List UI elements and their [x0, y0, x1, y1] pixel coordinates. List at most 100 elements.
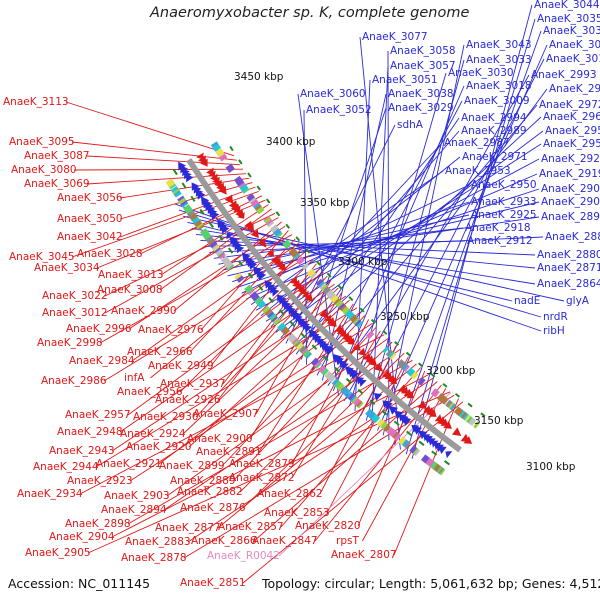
gene-label-forward[interactable]: AnaeK_3077 [362, 31, 428, 43]
gene-label-reverse[interactable]: AnaeK_2905 [25, 547, 91, 559]
gene-label-forward[interactable]: AnaeK_3030 [448, 67, 514, 79]
gene-label-forward[interactable]: AnaeK_3044 [534, 0, 600, 11]
gene-label-reverse[interactable]: AnaeK_2923 [67, 475, 133, 487]
gene-label-reverse[interactable]: AnaeK_2996 [66, 323, 132, 335]
gene-label-forward[interactable]: AnaeK_2880 [537, 249, 600, 261]
gene-label-reverse[interactable]: AnaeK_2820 [295, 520, 361, 532]
gene-label-forward[interactable]: AnaeK_2912 [467, 235, 533, 247]
gene-label-reverse[interactable]: AnaeK_2920 [126, 441, 192, 453]
gene-label-reverse[interactable]: AnaeK_2862 [257, 488, 323, 500]
gene-label-forward[interactable]: AnaeK_2925 [471, 209, 537, 221]
gene-label-reverse[interactable]: AnaeK_2949 [148, 360, 214, 372]
gene-label-reverse[interactable]: infA [124, 372, 145, 384]
gene-label-reverse[interactable]: AnaeK_3042 [57, 231, 123, 243]
gene-label-forward[interactable]: AnaeK_3035 [537, 13, 600, 25]
gene-label-forward[interactable]: AnaeK_2901 [541, 196, 600, 208]
gene-label-reverse[interactable]: AnaeK_2898 [65, 518, 131, 530]
gene-label-forward[interactable]: nrdR [543, 311, 568, 323]
gene-label-forward[interactable]: AnaeK_3043 [466, 39, 532, 51]
gene-label-reverse[interactable]: AnaeK_2878 [121, 552, 187, 564]
gene-label-forward[interactable]: ribH [543, 325, 565, 337]
gene-label-reverse[interactable]: AnaeK_2943 [49, 445, 115, 457]
gene-label-reverse[interactable]: AnaeK_2934 [17, 488, 83, 500]
gene-label-forward[interactable]: AnaeK_3009 [464, 95, 530, 107]
gene-label-forward[interactable]: AnaeK_3060 [300, 88, 366, 100]
gene-label-reverse[interactable]: AnaeK_2876 [180, 502, 246, 514]
gene-label-forward[interactable]: AnaeK_2884 [545, 231, 600, 243]
gene-label-reverse[interactable]: AnaeK_2872 [229, 472, 295, 484]
gene-label-forward[interactable]: AnaeK_3057 [390, 60, 456, 72]
gene-label-reverse[interactable]: AnaeK_3045 [9, 251, 75, 263]
gene-label-reverse[interactable]: AnaeK_2882 [177, 486, 243, 498]
gene-label-reverse[interactable]: rpsT [336, 535, 359, 547]
gene-label-reverse[interactable]: AnaeK_3050 [57, 213, 123, 225]
gene-label-reverse[interactable]: AnaeK_2998 [37, 337, 103, 349]
gene-label-reverse[interactable]: AnaeK_3034 [34, 262, 100, 274]
gene-label-forward[interactable]: AnaeK_2972 [539, 99, 600, 111]
gene-label-forward[interactable]: AnaeK_2864 [537, 278, 600, 290]
gene-label-reverse[interactable]: AnaeK_2851 [180, 577, 246, 589]
gene-label-forward[interactable]: AnaeK_2961 [543, 111, 600, 123]
gene-label-reverse[interactable]: AnaeK_3056 [57, 192, 123, 204]
gene-label-forward[interactable]: AnaeK_2953 [445, 165, 511, 177]
gene-label-reverse[interactable]: AnaeK_2877 [155, 522, 221, 534]
gene-label-forward[interactable]: AnaeK_2929 [541, 153, 600, 165]
gene-label-forward[interactable]: AnaeK_2908 [541, 183, 600, 195]
gene-label-reverse[interactable]: AnaeK_2857 [218, 521, 284, 533]
gene-label-reverse[interactable]: AnaeK_3028 [77, 248, 143, 260]
gene-label-reverse[interactable]: AnaeK_2990 [111, 305, 177, 317]
gene-label-forward[interactable]: AnaeK_2951 [543, 138, 600, 150]
gene-label-reverse[interactable]: AnaeK_2948 [57, 426, 123, 438]
gene-label-forward[interactable]: AnaeK_3052 [306, 104, 372, 116]
gene-label-reverse[interactable]: AnaeK_2937 [160, 378, 226, 390]
gene-label-reverse[interactable]: AnaeK_2907 [193, 408, 259, 420]
gene-label-forward[interactable]: sdhA [397, 119, 424, 131]
gene-label-reverse[interactable]: AnaeK_2847 [252, 535, 318, 547]
gene-label-forward[interactable]: AnaeK_2950 [471, 179, 537, 191]
gene-label-reverse[interactable]: AnaeK_2883 [125, 536, 191, 548]
gene-label-forward[interactable]: AnaeK_2893 [541, 211, 600, 223]
gene-label-rna[interactable]: AnaeK_R0042 [207, 550, 280, 562]
gene-label-reverse[interactable]: AnaeK_3022 [42, 290, 108, 302]
gene-label-forward[interactable]: AnaeK_2994 [461, 112, 527, 124]
gene-label-forward[interactable]: AnaeK_2983 [549, 83, 600, 95]
gene-label-forward[interactable]: AnaeK_3038 [388, 88, 454, 100]
gene-label-forward[interactable]: nadE [514, 295, 540, 307]
gene-label-forward[interactable]: AnaeK_2918 [465, 222, 531, 234]
gene-label-reverse[interactable]: AnaeK_2930 [133, 411, 199, 423]
gene-label-forward[interactable]: AnaeK_2952 [545, 125, 600, 137]
gene-label-forward[interactable]: AnaeK_2871 [537, 262, 600, 274]
gene-label-reverse[interactable]: AnaeK_2889 [170, 475, 236, 487]
gene-label-reverse[interactable]: AnaeK_2891 [196, 446, 262, 458]
gene-label-forward[interactable]: AnaeK_3031 [543, 25, 600, 37]
gene-label-reverse[interactable]: AnaeK_3113 [3, 96, 69, 108]
gene-label-reverse[interactable]: AnaeK_2924 [120, 428, 186, 440]
gene-label-reverse[interactable]: AnaeK_2904 [49, 531, 115, 543]
gene-label-reverse[interactable]: AnaeK_3069 [24, 178, 90, 190]
gene-label-forward[interactable]: AnaeK_2987 [444, 137, 510, 149]
gene-label-forward[interactable]: AnaeK_3033 [466, 54, 532, 66]
gene-label-reverse[interactable]: AnaeK_2921 [96, 458, 162, 470]
gene-label-reverse[interactable]: AnaeK_2879 [229, 458, 295, 470]
gene-label-reverse[interactable]: AnaeK_2976 [138, 324, 204, 336]
gene-label-reverse[interactable]: AnaeK_2899 [159, 460, 225, 472]
gene-label-forward[interactable]: AnaeK_3015 [549, 39, 600, 51]
gene-label-forward[interactable]: AnaeK_3051 [372, 74, 438, 86]
gene-label-reverse[interactable]: AnaeK_3087 [24, 150, 90, 162]
gene-label-reverse[interactable]: AnaeK_2926 [155, 394, 221, 406]
gene-label-reverse[interactable]: AnaeK_2866 [191, 535, 257, 547]
gene-label-reverse[interactable]: AnaeK_2944 [33, 461, 99, 473]
gene-label-forward[interactable]: glyA [566, 295, 590, 307]
gene-label-reverse[interactable]: AnaeK_2956 [117, 386, 183, 398]
gene-label-reverse[interactable]: AnaeK_2966 [127, 346, 193, 358]
gene-label-reverse[interactable]: AnaeK_2894 [101, 504, 167, 516]
gene-label-reverse[interactable]: AnaeK_2903 [104, 490, 170, 502]
gene-label-reverse[interactable]: AnaeK_2986 [41, 375, 107, 387]
gene-label-forward[interactable]: AnaeK_2993 [531, 69, 597, 81]
gene-label-forward[interactable]: AnaeK_2971 [462, 151, 528, 163]
gene-label-reverse[interactable]: AnaeK_2957 [65, 409, 131, 421]
gene-label-forward[interactable]: AnaeK_3029 [388, 102, 454, 114]
gene-label-reverse[interactable]: AnaeK_3012 [42, 307, 108, 319]
gene-label-reverse[interactable]: AnaeK_3008 [97, 284, 163, 296]
gene-label-reverse[interactable]: AnaeK_3095 [9, 136, 75, 148]
